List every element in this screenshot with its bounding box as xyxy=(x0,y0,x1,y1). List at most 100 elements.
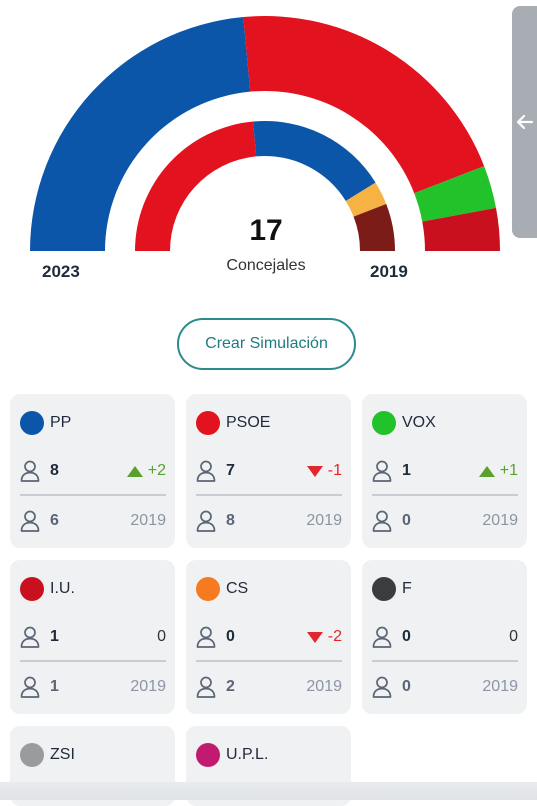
seat-change: 0 xyxy=(509,628,518,646)
party-name: I.U. xyxy=(50,580,75,597)
current-seats-row: 8 +2 xyxy=(20,460,166,482)
previous-year: 2019 xyxy=(130,512,166,529)
previous-seats: 6 xyxy=(50,512,59,529)
inner-2019-segment-psoe xyxy=(135,121,257,251)
person-icon xyxy=(20,460,40,487)
divider xyxy=(372,494,518,496)
current-seats-row: 0 -2 xyxy=(196,626,342,648)
current-seats: 1 xyxy=(402,462,411,479)
seat-change-value: 0 xyxy=(509,628,518,645)
party-name: VOX xyxy=(402,414,436,431)
divider xyxy=(20,660,166,662)
divider xyxy=(20,494,166,496)
inner-2019-segment-pp xyxy=(253,121,376,201)
previous-seats-row: 2 2019 xyxy=(196,676,342,698)
party-card[interactable]: F 0 0 0 2019 xyxy=(362,560,527,714)
party-name: PSOE xyxy=(226,414,271,431)
hemicycle-chart xyxy=(30,15,500,251)
bottom-bar xyxy=(0,782,537,800)
person-icon xyxy=(372,626,392,653)
seat-change-value: +1 xyxy=(499,462,518,479)
current-year-label: 2023 xyxy=(42,262,80,281)
previous-seats: 2 xyxy=(226,678,235,695)
person-icon xyxy=(372,676,392,703)
party-name: U.P.L. xyxy=(226,746,269,763)
total-seats: 17 xyxy=(249,214,283,247)
party-color-dot xyxy=(20,577,44,601)
previous-seats: 1 xyxy=(50,678,59,695)
current-seats: 8 xyxy=(50,462,59,479)
arrow-left-icon xyxy=(516,114,533,130)
outer-2023-segment-vox xyxy=(414,166,496,222)
current-seats: 0 xyxy=(402,628,411,645)
seat-change: -2 xyxy=(306,628,342,646)
inner-2019-segment-upl xyxy=(353,204,395,251)
seat-change: 0 xyxy=(157,628,166,646)
previous-seats-row: 0 2019 xyxy=(372,510,518,532)
current-seats: 7 xyxy=(226,462,235,479)
party-color-dot xyxy=(20,743,44,767)
current-seats-row: 1 +1 xyxy=(372,460,518,482)
previous-seats: 0 xyxy=(402,512,411,529)
triangle-up-icon xyxy=(126,465,143,477)
person-icon xyxy=(196,676,216,703)
previous-year: 2019 xyxy=(130,678,166,695)
person-icon xyxy=(20,676,40,703)
previous-seats-row: 6 2019 xyxy=(20,510,166,532)
party-color-dot xyxy=(372,411,396,435)
divider xyxy=(196,660,342,662)
total-seats-label: Concejales xyxy=(226,257,306,274)
seat-change: +2 xyxy=(126,462,166,480)
party-color-dot xyxy=(196,577,220,601)
party-color-dot xyxy=(372,577,396,601)
outer-2023-segment-iu xyxy=(422,207,500,251)
party-name: CS xyxy=(226,580,249,597)
triangle-up-icon xyxy=(478,465,495,477)
party-color-dot xyxy=(20,411,44,435)
previous-seats: 0 xyxy=(402,678,411,695)
previous-year-label: 2019 xyxy=(370,262,408,281)
seat-change: -1 xyxy=(306,462,342,480)
person-icon xyxy=(20,510,40,537)
party-name: ZSI xyxy=(50,746,75,763)
person-icon xyxy=(20,626,40,653)
seat-change: +1 xyxy=(478,462,518,480)
party-card[interactable]: PSOE 7 -1 8 2019 xyxy=(186,394,351,548)
seat-change-value: -2 xyxy=(327,628,342,645)
person-icon xyxy=(196,460,216,487)
seat-change-value: +2 xyxy=(147,462,166,479)
party-card[interactable]: PP 8 +2 6 2019 xyxy=(10,394,175,548)
party-card[interactable]: I.U. 1 0 1 2019 xyxy=(10,560,175,714)
current-seats: 0 xyxy=(226,628,235,645)
outer-2023-segment-pp xyxy=(30,17,251,251)
previous-year: 2019 xyxy=(306,512,342,529)
previous-year: 2019 xyxy=(306,678,342,695)
party-color-dot xyxy=(196,743,220,767)
side-panel-tab[interactable] xyxy=(512,6,537,238)
previous-seats-row: 0 2019 xyxy=(372,676,518,698)
previous-seats-row: 8 2019 xyxy=(196,510,342,532)
triangle-down-icon xyxy=(306,465,323,477)
person-icon xyxy=(372,510,392,537)
seat-change-value: 0 xyxy=(157,628,166,645)
seat-change-value: -1 xyxy=(327,462,342,479)
party-card[interactable]: CS 0 -2 2 2019 xyxy=(186,560,351,714)
party-card[interactable]: VOX 1 +1 0 2019 xyxy=(362,394,527,548)
divider xyxy=(196,494,342,496)
previous-seats: 8 xyxy=(226,512,235,529)
party-name: F xyxy=(402,580,412,597)
person-icon xyxy=(372,460,392,487)
create-simulation-button[interactable]: Crear Simulación xyxy=(177,318,356,370)
divider xyxy=(372,660,518,662)
previous-year: 2019 xyxy=(482,678,518,695)
previous-year: 2019 xyxy=(482,512,518,529)
outer-2023-segment-psoe xyxy=(243,15,485,194)
party-name: PP xyxy=(50,414,72,431)
person-icon xyxy=(196,626,216,653)
inner-2019-segment-iu xyxy=(345,182,387,217)
triangle-down-icon xyxy=(306,631,323,643)
current-seats-row: 7 -1 xyxy=(196,460,342,482)
current-seats: 1 xyxy=(50,628,59,645)
